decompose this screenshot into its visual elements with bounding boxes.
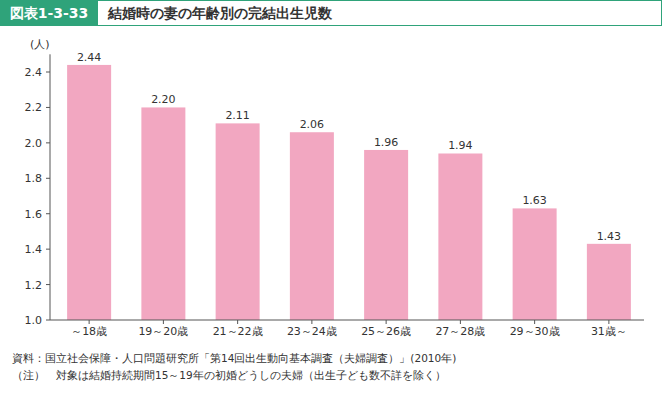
- y-tick: [46, 213, 50, 214]
- x-tick-label: 25～26歳: [361, 325, 411, 338]
- bar: [216, 123, 260, 320]
- y-tick: [46, 72, 50, 73]
- y-tick-label: 1.6: [25, 208, 43, 221]
- x-tick: [311, 320, 312, 324]
- figure-label: 図表1-3-33: [10, 5, 89, 21]
- x-tick: [534, 320, 535, 324]
- data-label: 1.63: [522, 194, 547, 207]
- data-label: 1.96: [374, 136, 399, 149]
- y-tick-label: 1.4: [25, 243, 43, 256]
- bar: [364, 150, 408, 320]
- x-tick: [237, 320, 238, 324]
- y-tick: [46, 284, 50, 285]
- y-tick-label: 1.2: [25, 279, 43, 292]
- y-tick-label: 2.0: [25, 137, 43, 150]
- y-tick: [46, 142, 50, 143]
- x-tick-label: 21～22歳: [213, 325, 263, 338]
- data-label: 1.43: [597, 230, 622, 243]
- bar: [438, 153, 482, 320]
- annotation: （注） 対象は結婚持続期間15～19年の初婚どうしの夫婦（出生子ども数不詳を除く…: [12, 369, 446, 382]
- y-tick-label: 2.2: [25, 101, 43, 114]
- y-tick: [46, 107, 50, 108]
- y-tick-label: 2.4: [25, 66, 43, 79]
- y-tick: [46, 320, 50, 321]
- x-tick-label: ～18歳: [71, 325, 107, 338]
- x-tick: [89, 320, 90, 324]
- bar: [290, 132, 334, 320]
- x-tick-label: 19～20歳: [138, 325, 188, 338]
- x-tick: [386, 320, 387, 324]
- x-axis: [50, 320, 644, 321]
- data-label: 2.44: [77, 51, 102, 64]
- x-tick: [460, 320, 461, 324]
- data-label: 2.11: [225, 109, 250, 122]
- x-tick-label: 31歳～: [591, 325, 627, 338]
- y-axis: [50, 54, 51, 320]
- bars: [67, 65, 631, 320]
- y-tick: [46, 249, 50, 250]
- y-tick-label: 1.8: [25, 172, 43, 185]
- x-tick-label: 27～28歳: [435, 325, 485, 338]
- data-label: 2.20: [151, 93, 176, 106]
- x-tick: [608, 320, 609, 324]
- header-label-box: [0, 0, 98, 26]
- y-tick-label: 1.0: [25, 314, 43, 327]
- y-tick: [46, 178, 50, 179]
- bar: [513, 208, 557, 320]
- bar: [587, 244, 631, 320]
- x-tick: [163, 320, 164, 324]
- data-label: 2.06: [300, 118, 325, 131]
- x-tick-label: 23～24歳: [287, 325, 337, 338]
- y-axis-label: (人): [30, 38, 50, 51]
- header-frame: [1, 1, 662, 26]
- data-label: 1.94: [448, 139, 473, 152]
- title: 結婚時の妻の年齢別の完結出生児数: [107, 5, 333, 21]
- x-tick-label: 29～30歳: [510, 325, 560, 338]
- bar: [141, 107, 185, 320]
- annotation: 資料：国立社会保障・人口問題研究所「第14回出生動向基本調査（夫婦調査）」(20…: [12, 352, 456, 364]
- bar: [67, 65, 111, 320]
